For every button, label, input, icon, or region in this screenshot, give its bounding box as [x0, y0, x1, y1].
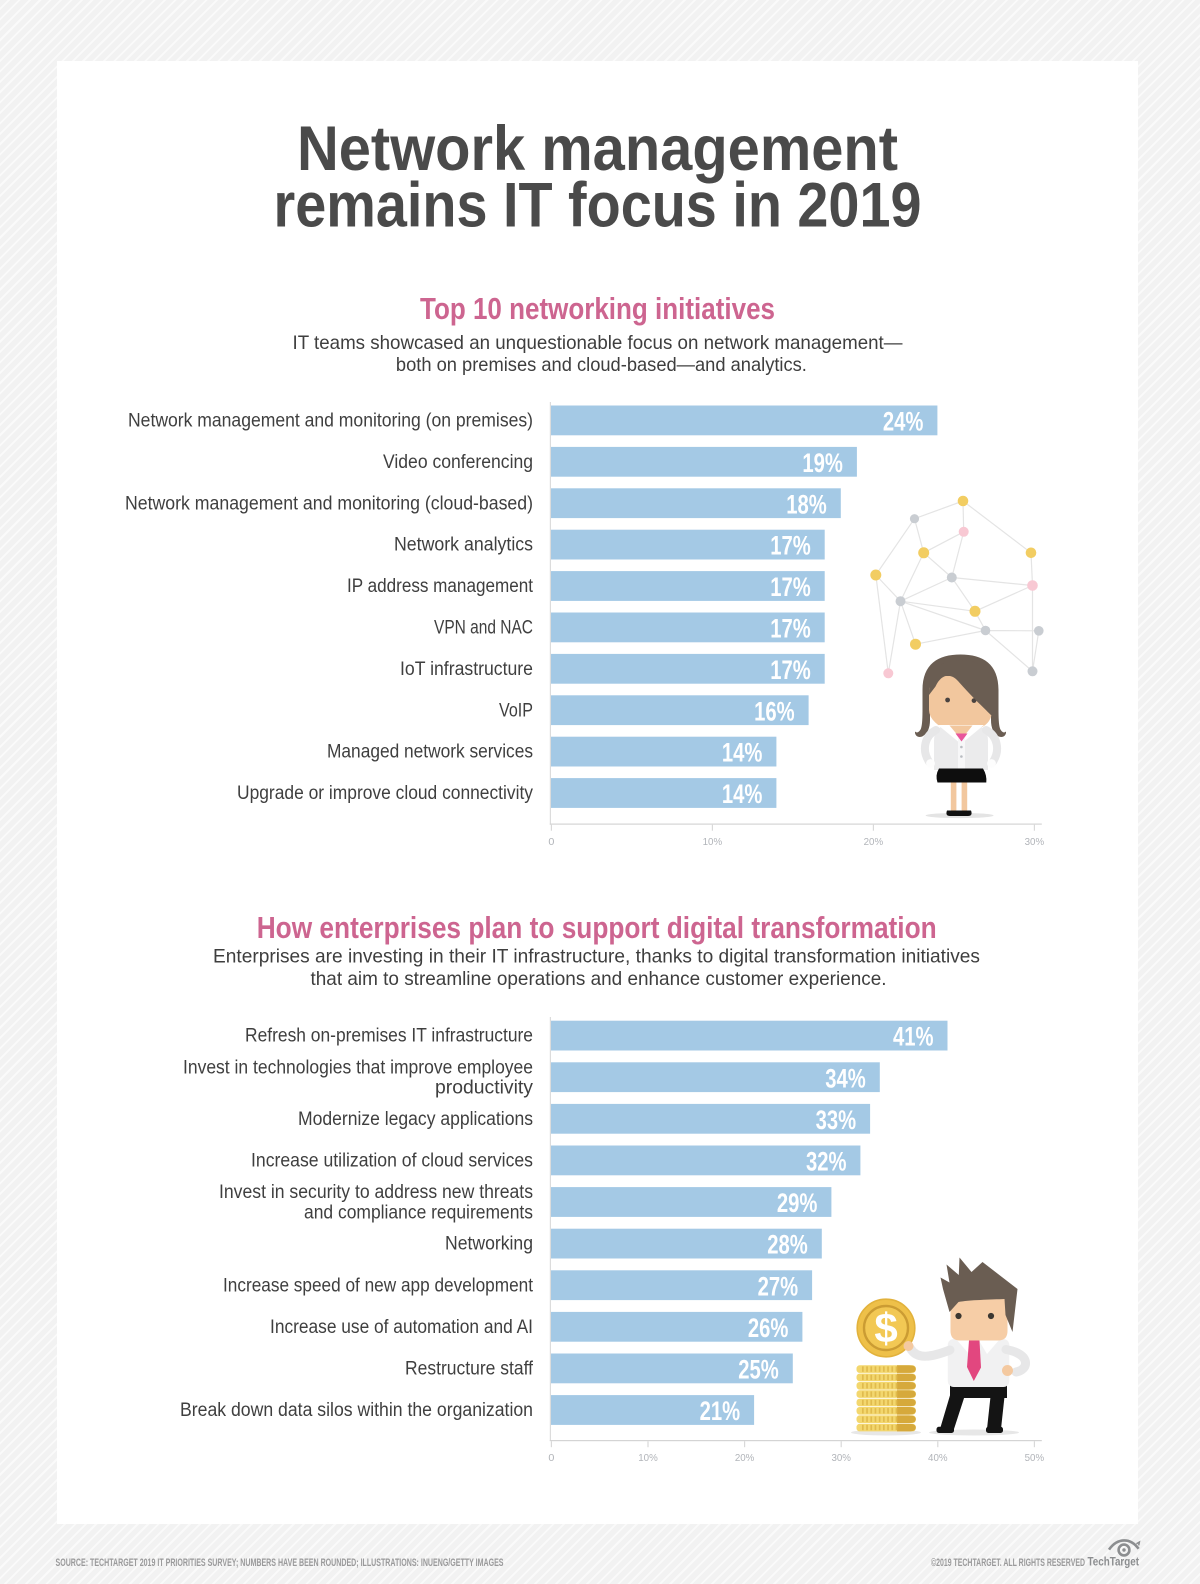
- svg-text:34%: 34%: [825, 1063, 866, 1093]
- svg-text:Increase speed of new app deve: Increase speed of new app development: [223, 1275, 534, 1296]
- svg-text:Refresh on-premises IT infrast: Refresh on-premises IT infrastructure: [245, 1026, 533, 1047]
- svg-text:©2019 TECHTARGET. ALL RIGHTS R: ©2019 TECHTARGET. ALL RIGHTS RESERVED: [931, 1557, 1085, 1569]
- svg-text:40%: 40%: [928, 1453, 948, 1464]
- svg-text:Invest in security to address: Invest in security to address new threat…: [219, 1182, 533, 1203]
- svg-text:0: 0: [548, 1453, 554, 1464]
- svg-text:14%: 14%: [722, 738, 763, 768]
- svg-text:Increase utilization of cloud: Increase utilization of cloud services: [251, 1151, 533, 1172]
- svg-text:Networking: Networking: [445, 1234, 533, 1255]
- svg-text:$: $: [874, 1305, 897, 1352]
- svg-text:30%: 30%: [831, 1453, 851, 1464]
- svg-text:remains IT focus in 2019: remains IT focus in 2019: [274, 170, 922, 240]
- svg-text:50%: 50%: [1025, 1453, 1045, 1464]
- svg-text:Upgrade or improve cloud conne: Upgrade or improve cloud connectivity: [237, 783, 533, 804]
- svg-text:Increase use of automation and: Increase use of automation and AI: [270, 1317, 533, 1338]
- svg-text:20%: 20%: [864, 837, 884, 848]
- svg-text:17%: 17%: [770, 531, 811, 561]
- svg-text:14%: 14%: [722, 779, 763, 809]
- svg-text:Managed network services: Managed network services: [327, 742, 533, 763]
- svg-text:17%: 17%: [770, 572, 811, 602]
- svg-text:24%: 24%: [883, 407, 924, 437]
- svg-text:20%: 20%: [735, 1453, 755, 1464]
- svg-text:IoT infrastructure: IoT infrastructure: [400, 659, 533, 680]
- svg-text:29%: 29%: [777, 1188, 818, 1218]
- svg-text:Modernize legacy applications: Modernize legacy applications: [298, 1109, 533, 1130]
- svg-text:10%: 10%: [638, 1453, 658, 1464]
- svg-text:Network management and monitor: Network management and monitoring (on pr…: [128, 411, 533, 432]
- svg-text:17%: 17%: [770, 655, 811, 685]
- svg-text:IT teams showcased an unquesti: IT teams showcased an unquestionable foc…: [293, 332, 903, 354]
- svg-text:18%: 18%: [786, 489, 827, 519]
- svg-text:32%: 32%: [806, 1147, 847, 1177]
- svg-text:16%: 16%: [754, 696, 795, 726]
- svg-text:27%: 27%: [758, 1271, 799, 1301]
- svg-text:17%: 17%: [770, 614, 811, 644]
- svg-text:0: 0: [548, 837, 554, 848]
- svg-text:VoIP: VoIP: [499, 700, 533, 721]
- svg-text:productivity: productivity: [435, 1078, 533, 1099]
- svg-text:SOURCE: TECHTARGET 2019 IT PRI: SOURCE: TECHTARGET 2019 IT PRIORITIES SU…: [56, 1557, 504, 1569]
- svg-text:41%: 41%: [893, 1022, 934, 1052]
- svg-text:IP address management: IP address management: [347, 576, 534, 597]
- svg-text:How enterprises plan to suppor: How enterprises plan to support digital …: [257, 911, 937, 945]
- svg-text:30%: 30%: [1025, 837, 1045, 848]
- svg-text:that aim to streamline operati: that aim to streamline operations and en…: [311, 968, 887, 990]
- svg-text:Video conferencing: Video conferencing: [383, 452, 533, 473]
- svg-text:28%: 28%: [767, 1230, 808, 1260]
- svg-text:Restructure staff: Restructure staff: [405, 1359, 534, 1380]
- svg-text:TechTarget: TechTarget: [1088, 1555, 1140, 1569]
- svg-text:Break down data silos within t: Break down data silos within the organiz…: [180, 1400, 533, 1421]
- svg-text:and compliance requirements: and compliance requirements: [304, 1203, 533, 1224]
- svg-text:Enterprises are investing in t: Enterprises are investing in their IT in…: [213, 946, 980, 968]
- svg-text:26%: 26%: [748, 1313, 789, 1343]
- svg-text:10%: 10%: [703, 837, 723, 848]
- svg-text:21%: 21%: [700, 1396, 741, 1426]
- svg-text:25%: 25%: [738, 1355, 779, 1385]
- svg-text:both on premises and cloud-bas: both on premises and cloud-based—and ana…: [396, 354, 807, 376]
- svg-text:Network analytics: Network analytics: [394, 535, 533, 556]
- svg-text:VPN and NAC: VPN and NAC: [434, 618, 533, 639]
- svg-text:33%: 33%: [816, 1105, 857, 1135]
- svg-text:Network management and monitor: Network management and monitoring (cloud…: [125, 493, 533, 514]
- svg-text:Invest in technologies that im: Invest in technologies that improve empl…: [183, 1057, 533, 1078]
- svg-text:Top 10 networking initiatives: Top 10 networking initiatives: [420, 292, 775, 326]
- svg-text:19%: 19%: [802, 448, 843, 478]
- svg-text:Network management: Network management: [297, 114, 898, 184]
